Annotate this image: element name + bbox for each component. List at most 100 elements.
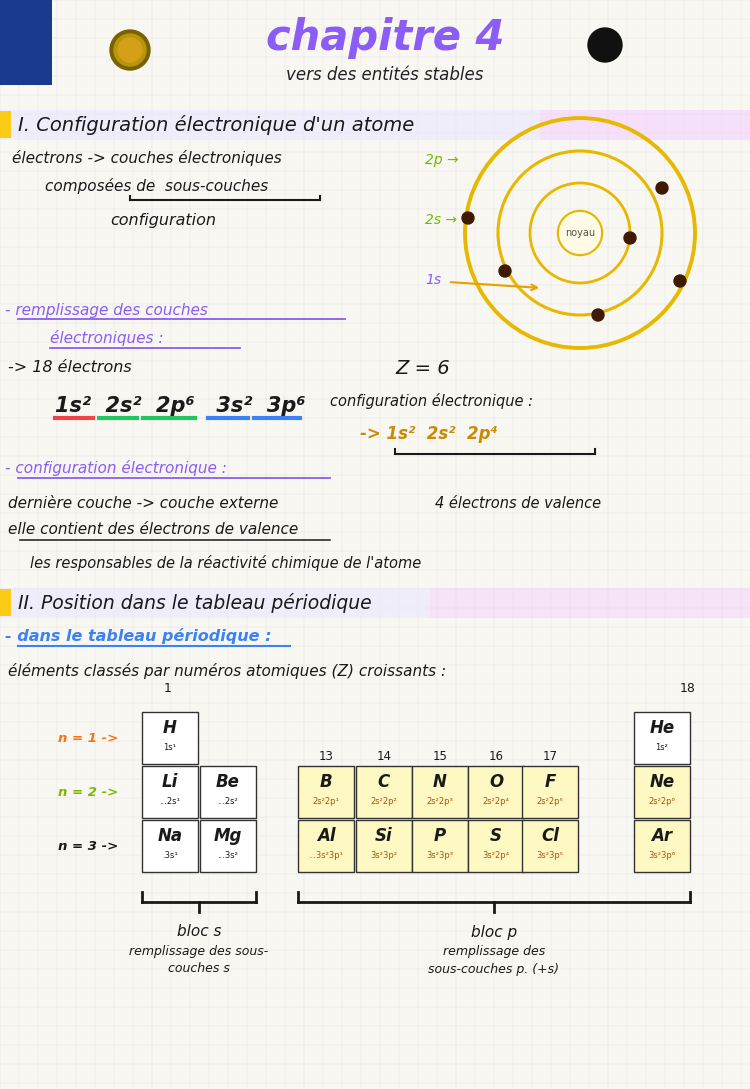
Text: électrons -> couches électroniques: électrons -> couches électroniques: [12, 150, 282, 166]
Text: 14: 14: [376, 749, 392, 762]
FancyBboxPatch shape: [200, 820, 256, 872]
Text: 3s²3p⁵: 3s²3p⁵: [536, 852, 563, 860]
Circle shape: [656, 182, 668, 194]
Circle shape: [118, 38, 142, 62]
Text: I. Configuration électronique d'un atome: I. Configuration électronique d'un atome: [18, 115, 414, 135]
Text: Mg: Mg: [214, 827, 242, 845]
Text: vers des entités stables: vers des entités stables: [286, 66, 484, 84]
Text: éléments classés par numéros atomiques (Z) croissants :: éléments classés par numéros atomiques (…: [8, 663, 446, 680]
Text: .3s¹: .3s¹: [162, 852, 178, 860]
Text: 2s²2p³: 2s²2p³: [427, 797, 454, 807]
Text: 3s²3p²: 3s²3p²: [370, 852, 398, 860]
Text: n = 1 ->: n = 1 ->: [58, 732, 118, 745]
Text: 1s²: 1s²: [656, 744, 668, 752]
Text: remplissage des sous-: remplissage des sous-: [129, 945, 268, 958]
Circle shape: [588, 28, 622, 62]
Text: configuration: configuration: [110, 212, 216, 228]
Text: 2s →: 2s →: [425, 213, 457, 227]
FancyBboxPatch shape: [540, 110, 750, 140]
Text: 13: 13: [319, 749, 334, 762]
FancyBboxPatch shape: [634, 820, 690, 872]
Text: n = 2 ->: n = 2 ->: [58, 785, 118, 798]
FancyBboxPatch shape: [430, 588, 750, 617]
Text: -> 18 électrons: -> 18 électrons: [8, 360, 132, 376]
Text: 2p →: 2p →: [425, 152, 458, 167]
FancyBboxPatch shape: [522, 820, 578, 872]
Circle shape: [110, 30, 150, 70]
FancyBboxPatch shape: [522, 766, 578, 818]
Text: ...3s²3p¹: ...3s²3p¹: [308, 852, 344, 860]
Text: 2s²2p⁵: 2s²2p⁵: [536, 797, 563, 807]
Text: ...3s²: ...3s²: [217, 852, 238, 860]
Text: Al: Al: [316, 827, 335, 845]
Text: 3s²3p⁶: 3s²3p⁶: [649, 852, 676, 860]
Text: - remplissage des couches: - remplissage des couches: [5, 303, 208, 318]
FancyBboxPatch shape: [298, 766, 354, 818]
Text: 3s²3p³: 3s²3p³: [427, 852, 454, 860]
Text: Ar: Ar: [652, 827, 673, 845]
Text: 2s²2p⁴: 2s²2p⁴: [482, 797, 509, 807]
Text: P: P: [434, 827, 446, 845]
FancyBboxPatch shape: [0, 0, 52, 85]
FancyBboxPatch shape: [634, 712, 690, 764]
Circle shape: [674, 276, 686, 287]
Text: dernière couche -> couche externe: dernière couche -> couche externe: [8, 495, 278, 511]
Text: configuration électronique :: configuration électronique :: [330, 393, 533, 409]
Text: ...2s²: ...2s²: [217, 797, 238, 807]
FancyBboxPatch shape: [0, 111, 11, 138]
Text: chapitre 4: chapitre 4: [266, 17, 504, 59]
Text: 15: 15: [433, 749, 448, 762]
Text: sous-couches p. (+s): sous-couches p. (+s): [428, 963, 560, 976]
Text: bloc p: bloc p: [471, 925, 517, 940]
FancyBboxPatch shape: [298, 820, 354, 872]
FancyBboxPatch shape: [142, 820, 198, 872]
Text: les responsables de la réactivité chimique de l'atome: les responsables de la réactivité chimiq…: [30, 555, 422, 571]
Text: Si: Si: [375, 827, 393, 845]
Text: Li: Li: [162, 773, 178, 791]
Text: 2s²2p⁶: 2s²2p⁶: [649, 797, 676, 807]
Circle shape: [462, 212, 474, 224]
Text: S: S: [490, 827, 502, 845]
Text: B: B: [320, 773, 332, 791]
Text: noyau: noyau: [565, 228, 595, 238]
FancyBboxPatch shape: [142, 766, 198, 818]
Text: ...2s¹: ...2s¹: [160, 797, 181, 807]
FancyBboxPatch shape: [412, 820, 468, 872]
Text: He: He: [650, 719, 674, 737]
Text: N: N: [433, 773, 447, 791]
Text: - configuration électronique :: - configuration électronique :: [5, 460, 226, 476]
Text: bloc s: bloc s: [177, 925, 221, 940]
Text: couches s: couches s: [168, 963, 230, 976]
Text: 2s²2p²: 2s²2p²: [370, 797, 398, 807]
FancyBboxPatch shape: [0, 588, 430, 617]
Text: F: F: [544, 773, 556, 791]
Text: remplissage des: remplissage des: [442, 945, 545, 958]
Text: 1: 1: [164, 682, 172, 695]
FancyBboxPatch shape: [200, 766, 256, 818]
Text: -> 1s²  2s²  2p⁴: -> 1s² 2s² 2p⁴: [360, 425, 498, 443]
Circle shape: [114, 34, 146, 66]
Text: 16: 16: [488, 749, 503, 762]
Text: - dans le tableau périodique :: - dans le tableau périodique :: [5, 628, 272, 644]
FancyBboxPatch shape: [356, 820, 412, 872]
Text: 18: 18: [680, 682, 696, 695]
FancyBboxPatch shape: [0, 110, 540, 140]
Text: Z = 6: Z = 6: [395, 358, 450, 378]
Text: 1s¹: 1s¹: [164, 744, 176, 752]
Circle shape: [624, 232, 636, 244]
FancyBboxPatch shape: [0, 589, 11, 616]
Text: 1s: 1s: [425, 273, 441, 287]
Text: H: H: [163, 719, 177, 737]
Text: 3s²2p⁴: 3s²2p⁴: [482, 852, 509, 860]
Text: 4 électrons de valence: 4 électrons de valence: [435, 495, 602, 511]
FancyBboxPatch shape: [412, 766, 468, 818]
Text: elle contient des électrons de valence: elle contient des électrons de valence: [8, 523, 298, 538]
Text: Na: Na: [158, 827, 182, 845]
Circle shape: [499, 265, 511, 277]
FancyBboxPatch shape: [142, 712, 198, 764]
FancyBboxPatch shape: [356, 766, 412, 818]
Text: électroniques :: électroniques :: [50, 330, 164, 346]
Text: 17: 17: [542, 749, 557, 762]
Text: Be: Be: [216, 773, 240, 791]
Text: II. Position dans le tableau périodique: II. Position dans le tableau périodique: [18, 594, 372, 613]
